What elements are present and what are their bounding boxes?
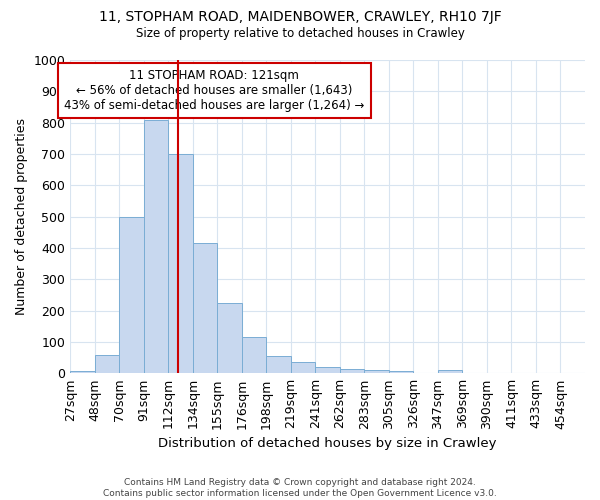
Bar [193, 244, 217, 374]
Bar [316, 367, 340, 374]
Bar [364, 370, 389, 374]
Bar [266, 356, 291, 374]
X-axis label: Distribution of detached houses by size in Crawley: Distribution of detached houses by size … [158, 437, 497, 450]
Text: Contains HM Land Registry data © Crown copyright and database right 2024.
Contai: Contains HM Land Registry data © Crown c… [103, 478, 497, 498]
Text: 11 STOPHAM ROAD: 121sqm
← 56% of detached houses are smaller (1,643)
43% of semi: 11 STOPHAM ROAD: 121sqm ← 56% of detache… [64, 70, 365, 112]
Text: 11, STOPHAM ROAD, MAIDENBOWER, CRAWLEY, RH10 7JF: 11, STOPHAM ROAD, MAIDENBOWER, CRAWLEY, … [98, 10, 502, 24]
Bar [389, 371, 413, 374]
Text: Size of property relative to detached houses in Crawley: Size of property relative to detached ho… [136, 28, 464, 40]
Bar [70, 371, 95, 374]
Bar [217, 303, 242, 374]
Y-axis label: Number of detached properties: Number of detached properties [15, 118, 28, 315]
Bar [291, 362, 316, 374]
Bar [144, 120, 169, 374]
Bar [169, 154, 193, 374]
Bar [119, 216, 144, 374]
Bar [95, 354, 119, 374]
Bar [242, 338, 266, 374]
Bar [438, 370, 463, 374]
Bar [340, 369, 364, 374]
